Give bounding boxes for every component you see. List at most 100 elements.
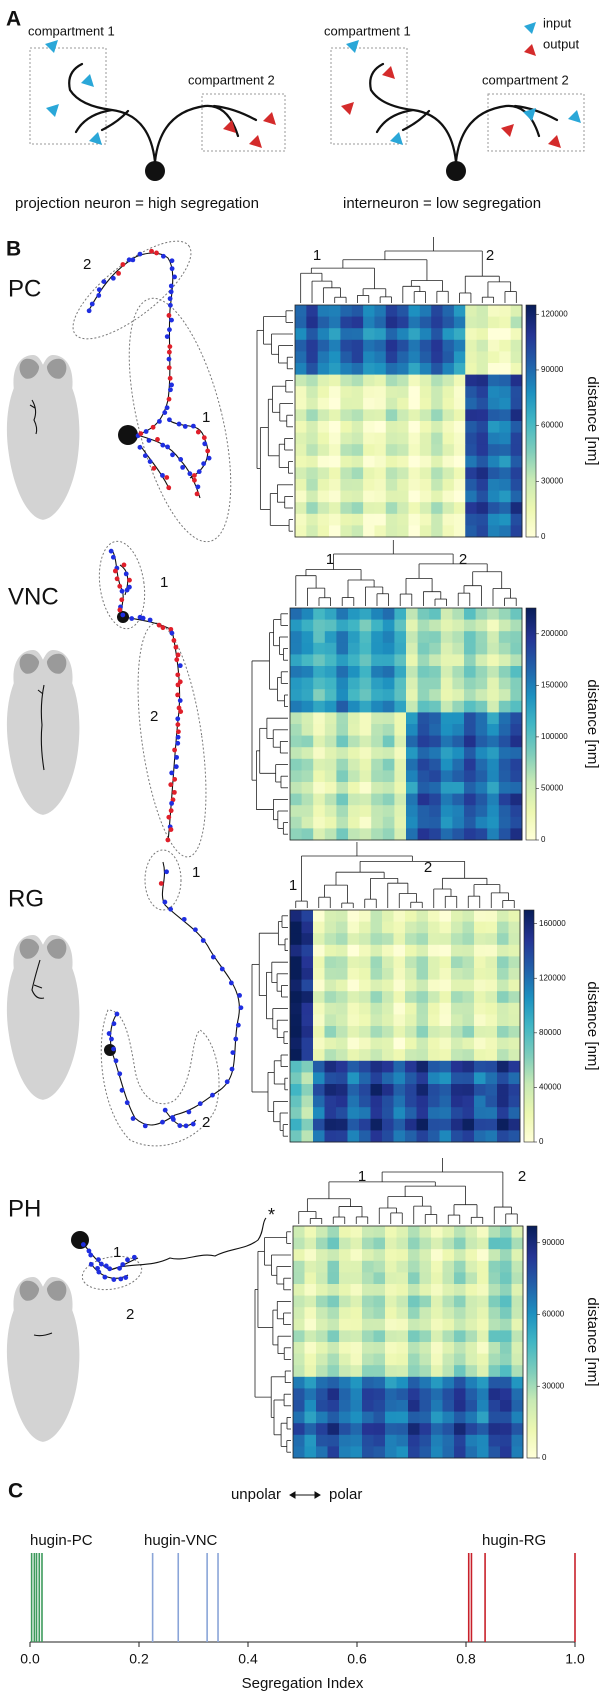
heatmap-cell	[462, 1118, 475, 1131]
heatmap-cell	[485, 1130, 498, 1143]
heatmap-cell	[406, 700, 418, 713]
heatmap-cell	[370, 1130, 383, 1143]
heatmap-cell	[453, 502, 466, 515]
heatmap-cell	[336, 816, 349, 829]
heatmap-cell	[475, 608, 488, 620]
heatmap-cell	[295, 409, 307, 422]
heatmap-cell	[382, 619, 395, 632]
heatmap-cell	[487, 339, 500, 352]
synapse-dot	[114, 1011, 120, 1017]
heatmap-cell	[442, 363, 455, 375]
heatmap-cell	[431, 339, 443, 352]
synapse-dot	[172, 776, 178, 782]
heatmap-cell	[475, 770, 488, 783]
synapse-dot	[171, 638, 177, 643]
heatmap-cell	[442, 455, 455, 468]
heatmap-cell	[440, 747, 453, 760]
heatmap-cell	[464, 712, 476, 725]
heatmap-cell	[327, 1376, 340, 1389]
heatmap-cell	[485, 1084, 498, 1096]
heatmap-cell	[464, 782, 476, 794]
heatmap-cell	[324, 816, 337, 829]
heatmap-cell	[348, 631, 360, 644]
heatmap-cell	[340, 409, 353, 422]
compartment-box	[201, 93, 286, 152]
heatmap-cell	[327, 1330, 340, 1343]
heatmap-cell	[499, 444, 512, 457]
heatmap-cell	[497, 1037, 509, 1050]
heatmap-cell	[405, 1060, 417, 1073]
neuron-morphology	[109, 1217, 267, 1271]
heatmap-cell	[290, 1002, 302, 1015]
heatmap-cell	[313, 1026, 325, 1038]
synapse-dot	[96, 1269, 102, 1275]
colorbar	[523, 909, 535, 1143]
heatmap-cell	[327, 1237, 340, 1250]
heatmap-cell	[290, 642, 302, 655]
heatmap-cell	[488, 1400, 501, 1412]
heatmap-cell	[313, 700, 326, 713]
heatmap-cell	[382, 979, 394, 992]
heatmap-cell	[396, 1353, 409, 1366]
synapse-dot	[160, 253, 166, 259]
heatmap-cell	[351, 467, 364, 480]
heatmap-cell	[317, 525, 330, 538]
heatmap-cell	[371, 793, 384, 806]
heatmap-cell	[382, 1026, 394, 1038]
heatmap-cell	[340, 305, 353, 317]
heatmap-cell	[382, 770, 395, 783]
synapse-dot	[160, 1119, 165, 1125]
heatmap-cell	[301, 921, 314, 934]
heatmap-cell	[313, 642, 326, 655]
synapse-dot	[169, 382, 174, 388]
heatmap-cell	[313, 689, 326, 702]
heatmap-cell	[313, 805, 326, 818]
synapse-dot	[162, 410, 168, 415]
colorbar-tick-label: 30000	[541, 476, 564, 485]
heatmap-cell	[317, 397, 330, 410]
heatmap-cell	[293, 1342, 305, 1354]
heatmap-cell	[487, 374, 500, 387]
heatmap-cell	[393, 1095, 406, 1108]
heatmap-cell	[306, 339, 319, 352]
compartment-label: 2	[126, 1306, 134, 1323]
heatmap-cell	[359, 689, 372, 702]
heatmap-cell	[487, 631, 500, 644]
heatmap-cell	[465, 1284, 478, 1296]
heatmap-cell	[396, 1376, 409, 1389]
heatmap-cell	[385, 490, 398, 503]
heatmap-cell	[350, 1226, 363, 1238]
heatmap-cell	[290, 666, 302, 678]
brain-silhouette	[6, 650, 80, 815]
heatmap-cell	[419, 1411, 432, 1424]
heatmap-cell	[313, 1107, 325, 1120]
heatmap-cell	[465, 1226, 478, 1238]
heatmap-cell	[408, 363, 421, 375]
synapse-dot	[116, 270, 121, 276]
heatmap-cell	[488, 1365, 501, 1378]
heatmap-cell	[408, 1260, 420, 1273]
synapse-dot	[96, 1257, 101, 1263]
heatmap-cell	[408, 1295, 420, 1308]
heatmap-cell	[419, 397, 432, 410]
heatmap-cell	[487, 770, 500, 783]
soma	[145, 161, 165, 181]
heatmap-cell	[416, 910, 429, 922]
heatmap-cell	[290, 968, 302, 980]
heatmap-cell	[397, 421, 409, 433]
heatmap-cell	[371, 805, 384, 818]
heatmap-cell	[428, 1107, 440, 1120]
heatmap-cell	[290, 1049, 302, 1062]
heatmap-cell	[329, 351, 341, 364]
heatmap-cell	[374, 432, 387, 445]
heatmap-cell	[417, 619, 430, 632]
heatmap-cell	[382, 724, 395, 736]
heatmap-cell	[351, 363, 364, 375]
synapse-dot	[172, 747, 178, 753]
heatmap-cell	[408, 409, 421, 422]
schematic-left	[29, 40, 286, 181]
heatmap-cell	[408, 490, 421, 503]
heatmap-cell	[351, 490, 364, 503]
heatmap-cell	[453, 305, 466, 317]
heatmap-cell	[382, 991, 394, 1004]
